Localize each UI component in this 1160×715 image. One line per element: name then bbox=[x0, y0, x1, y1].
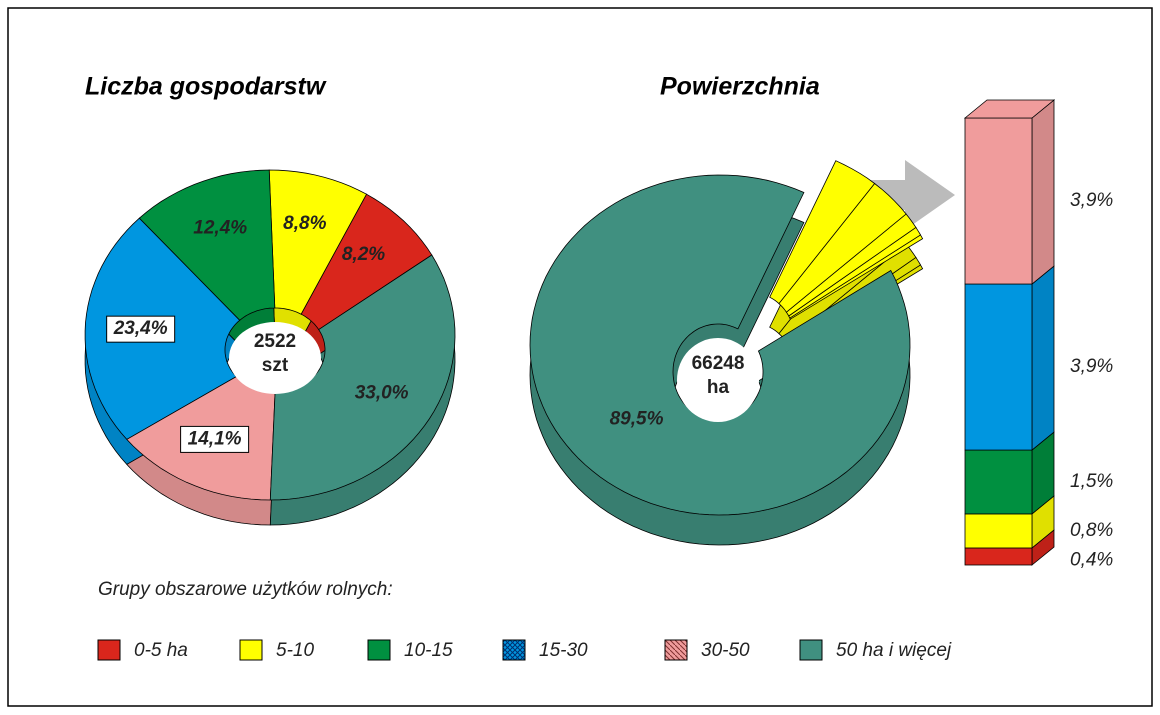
value-label: 0,8% bbox=[1070, 520, 1113, 541]
value-label: 3,9% bbox=[1070, 190, 1113, 211]
legend-label: 0-5 ha bbox=[134, 640, 188, 661]
legend-label: 30-50 bbox=[701, 640, 750, 661]
center-value: 66248 bbox=[692, 353, 745, 374]
bar-side-shade bbox=[1032, 495, 1054, 548]
bar-side-shade bbox=[1032, 432, 1054, 514]
slice bbox=[785, 213, 917, 317]
legend-swatch bbox=[664, 639, 688, 661]
value-label: 14,1% bbox=[188, 428, 242, 449]
value-label: 1,5% bbox=[1070, 471, 1113, 492]
chart-title: Powierzchnia bbox=[660, 73, 820, 101]
bar bbox=[964, 283, 1033, 451]
bar bbox=[964, 449, 1033, 515]
value-label: 0,4% bbox=[1070, 550, 1113, 571]
center-value: 2522 bbox=[254, 331, 296, 352]
bar-side-shade bbox=[1032, 529, 1054, 565]
hole bbox=[229, 322, 321, 394]
value-label: 33,0% bbox=[355, 383, 409, 404]
bar bbox=[964, 117, 1033, 285]
label-box bbox=[180, 425, 250, 453]
bar-side-shade bbox=[1032, 266, 1054, 451]
value-label: 3,9% bbox=[1070, 356, 1113, 377]
bar-top bbox=[963, 99, 1056, 119]
value-label: 23,4% bbox=[113, 318, 168, 339]
center-unit: szt bbox=[262, 355, 289, 376]
label-box bbox=[106, 315, 176, 343]
frame bbox=[7, 7, 1153, 707]
slice bbox=[778, 182, 907, 313]
legend-swatch bbox=[97, 639, 121, 661]
bar bbox=[964, 547, 1033, 566]
value-label: 8,2% bbox=[342, 244, 385, 265]
center-unit: ha bbox=[707, 377, 730, 398]
legend-swatch bbox=[367, 639, 391, 661]
legend-label: 15-30 bbox=[539, 640, 588, 661]
bar bbox=[964, 513, 1033, 549]
chart-title: Liczba gospodarstw bbox=[85, 73, 327, 101]
arrow bbox=[830, 160, 955, 230]
legend-label: 5-10 bbox=[276, 640, 314, 661]
value-label: 12,4% bbox=[193, 217, 247, 238]
bar-side-shade bbox=[1032, 100, 1054, 285]
legend-swatch bbox=[799, 639, 823, 661]
value-label: 8,8% bbox=[283, 213, 326, 234]
legend-label: 50 ha i więcej bbox=[836, 640, 952, 661]
legend-swatch bbox=[239, 639, 263, 661]
slice bbox=[769, 160, 876, 305]
legend-title: Grupy obszarowe użytków rolnych: bbox=[98, 579, 393, 600]
value-label: 89,5% bbox=[610, 408, 664, 429]
hole bbox=[677, 338, 759, 422]
slice bbox=[268, 169, 368, 315]
legend-label: 10-15 bbox=[404, 640, 453, 661]
legend-swatch bbox=[502, 639, 526, 661]
slice bbox=[138, 169, 276, 321]
